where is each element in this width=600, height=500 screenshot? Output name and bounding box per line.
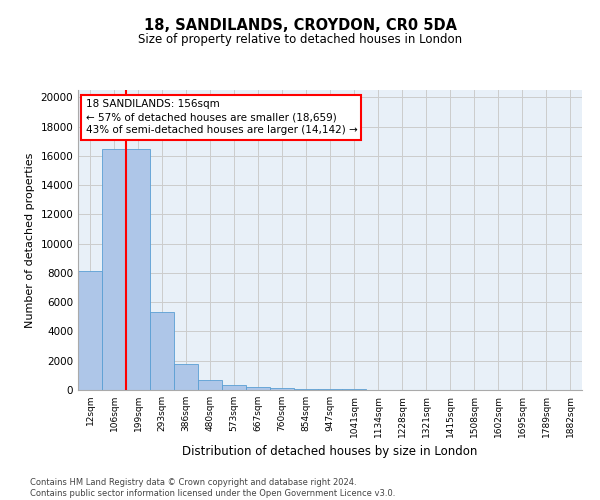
Bar xyxy=(318,389,342,390)
Bar xyxy=(78,272,102,390)
Bar xyxy=(246,387,270,390)
Text: 18 SANDILANDS: 156sqm
← 57% of detached houses are smaller (18,659)
43% of semi-: 18 SANDILANDS: 156sqm ← 57% of detached … xyxy=(86,99,358,136)
Text: 18, SANDILANDS, CROYDON, CR0 5DA: 18, SANDILANDS, CROYDON, CR0 5DA xyxy=(143,18,457,32)
Y-axis label: Number of detached properties: Number of detached properties xyxy=(25,152,35,328)
Bar xyxy=(126,148,150,390)
Bar xyxy=(198,380,222,390)
Text: Contains HM Land Registry data © Crown copyright and database right 2024.
Contai: Contains HM Land Registry data © Crown c… xyxy=(30,478,395,498)
Text: Size of property relative to detached houses in London: Size of property relative to detached ho… xyxy=(138,32,462,46)
Bar xyxy=(270,388,294,390)
Bar xyxy=(174,364,198,390)
Bar xyxy=(102,148,126,390)
X-axis label: Distribution of detached houses by size in London: Distribution of detached houses by size … xyxy=(182,446,478,458)
Bar xyxy=(294,388,318,390)
Bar xyxy=(150,312,174,390)
Bar xyxy=(222,385,246,390)
